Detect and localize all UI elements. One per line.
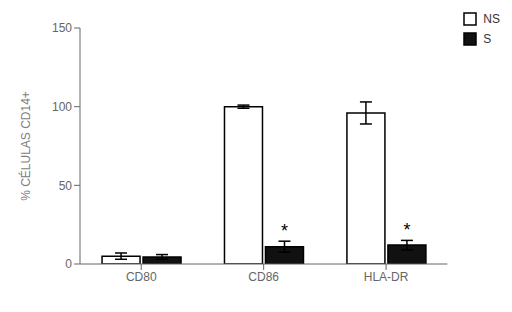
svg-text:HLA-DR: HLA-DR xyxy=(364,270,409,284)
svg-text:0: 0 xyxy=(65,257,72,271)
svg-text:CD86: CD86 xyxy=(248,270,279,284)
svg-text:100: 100 xyxy=(52,100,72,114)
html-text:NS: NS xyxy=(483,12,500,26)
svg-text:50: 50 xyxy=(59,179,73,193)
svg-text:*: * xyxy=(281,221,288,241)
html-text:S: S xyxy=(483,32,492,46)
svg-text:*: * xyxy=(403,220,410,240)
svg-text:% CÉLULAS CD14+: % CÉLULAS CD14+ xyxy=(18,91,33,201)
svg-text:150: 150 xyxy=(52,21,72,35)
svg-text:CD80: CD80 xyxy=(126,270,157,284)
